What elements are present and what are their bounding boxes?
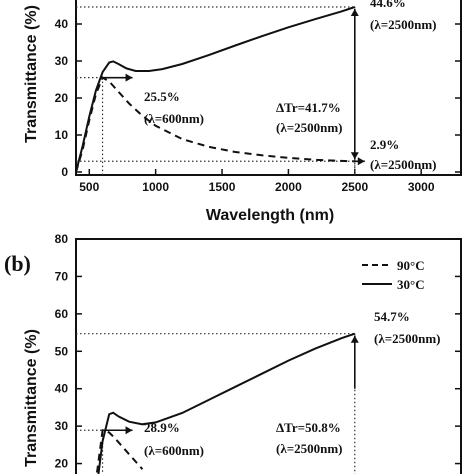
- legend-label-30c: 30°C: [397, 277, 425, 292]
- panel-a-ticks: 0 10 20 30 40 500 1000 1500 2000 2500 3000: [55, 17, 461, 194]
- series-line-dashed: [75, 76, 355, 173]
- panel-b-label: (b): [4, 251, 31, 276]
- x-tick-label: 2500: [341, 180, 368, 194]
- panel-b: 20 30 40 50 60 70 80 (b) Transmittance (%) 90°…: [4, 232, 462, 474]
- y-tick-label: 10: [55, 128, 69, 142]
- delta-arrow-down-head: [350, 152, 359, 160]
- arrow-low-right-head: [357, 157, 365, 166]
- y-tick-label: 40: [55, 382, 69, 396]
- y-tick-label: 50: [55, 344, 69, 358]
- annotation-b-600-value: 28.9%: [144, 420, 180, 435]
- panel-b-y-axis-title: Transmittance (%): [23, 329, 40, 467]
- annotation-a-600-wavelength: (λ=600nm): [144, 111, 204, 126]
- y-tick-label: 60: [55, 307, 69, 321]
- delta-arrow-up-b-head: [350, 335, 359, 343]
- panel-a-y-axis-title: Transmittance (%): [23, 5, 40, 143]
- annotation-b-delta-wavelength: (λ=2500nm): [276, 441, 343, 456]
- y-tick-label: 0: [61, 165, 68, 179]
- annotation-a-peak-wavelength: (λ=2500nm): [370, 17, 437, 32]
- y-tick-label: 20: [55, 457, 69, 471]
- x-tick-label: 2000: [275, 180, 302, 194]
- arrow-600-right-head: [125, 73, 133, 82]
- arrow-600-right-b-head: [125, 426, 133, 435]
- annotation-a-peak-value: 44.6%: [370, 0, 406, 10]
- y-tick-label: 80: [55, 232, 69, 246]
- panel-a-series: [75, 6, 356, 173]
- panel-b-frame: [75, 238, 462, 474]
- annotation-a-low-wavelength: (λ=2500nm): [370, 157, 437, 172]
- panel-a-frame: [75, 0, 462, 176]
- legend-label-90c: 90°C: [397, 258, 425, 273]
- panel-a-reference-lines: [76, 6, 365, 175]
- series-line-solid: [97, 332, 356, 474]
- y-tick-label: 40: [55, 17, 69, 31]
- series-line-solid: [75, 6, 356, 173]
- annotation-a-delta-value: ΔTr=41.7%: [276, 100, 341, 115]
- panel-b-series: [95, 332, 356, 474]
- x-tick-label: 3000: [408, 180, 435, 194]
- annotation-a-600-value: 25.5%: [144, 89, 180, 104]
- x-tick-label: 500: [79, 180, 99, 194]
- x-tick-label: 1500: [209, 180, 236, 194]
- annotation-b-delta-value: ΔTr=50.8%: [276, 420, 341, 435]
- series-line-dashed: [95, 428, 144, 474]
- panel-b-ticks: 20 30 40 50 60 70 80: [55, 232, 461, 471]
- delta-arrow-up-head: [350, 8, 359, 16]
- x-tick-label: 1000: [142, 180, 169, 194]
- annotation-b-600-wavelength: (λ=600nm): [144, 443, 204, 458]
- panel-a-x-axis-title: Wavelength (nm): [206, 207, 334, 224]
- annotation-b-peak-wavelength: (λ=2500nm): [374, 331, 441, 346]
- panel-a: 0 10 20 30 40 500 1000 1500 2000 2500 3000 Transmi…: [23, 0, 462, 224]
- annotation-a-low-value: 2.9%: [370, 137, 399, 152]
- annotation-b-peak-value: 54.7%: [374, 309, 410, 324]
- y-tick-label: 20: [55, 91, 69, 105]
- panel-b-legend: 90°C 30°C: [362, 258, 425, 292]
- y-tick-label: 30: [55, 54, 69, 68]
- y-tick-label: 70: [55, 269, 69, 283]
- y-tick-label: 30: [55, 419, 69, 433]
- annotation-a-delta-wavelength: (λ=2500nm): [276, 120, 343, 135]
